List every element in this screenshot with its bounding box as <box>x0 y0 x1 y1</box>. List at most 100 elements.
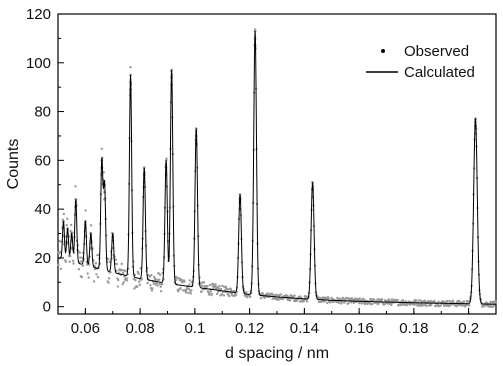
observed-point <box>446 299 449 303</box>
calculated-series-line <box>57 31 496 305</box>
observed-point <box>468 304 471 307</box>
observed-point <box>279 293 283 296</box>
observed-point <box>170 68 174 72</box>
y-axis-title: Counts <box>5 139 22 190</box>
observed-point <box>95 273 98 276</box>
observed-point <box>200 290 203 294</box>
observed-point <box>274 293 277 296</box>
observed-point <box>387 298 391 301</box>
observed-point <box>224 285 228 288</box>
y-tick-label: 40 <box>34 201 51 218</box>
observed-point <box>137 272 140 275</box>
observed-point <box>337 301 341 305</box>
observed-point <box>327 297 330 300</box>
observed-point <box>325 301 329 305</box>
observed-point <box>84 209 87 212</box>
observed-point <box>152 282 156 286</box>
observed-point <box>181 289 185 292</box>
observed-point <box>89 224 93 227</box>
y-tick-label: 80 <box>34 104 51 121</box>
observed-point <box>64 260 67 263</box>
observed-point <box>100 147 104 150</box>
y-tick-label: 120 <box>26 6 51 23</box>
observed-point <box>59 267 63 271</box>
observed-point <box>217 287 220 290</box>
x-tick-label: 0.06 <box>71 320 100 337</box>
observed-point <box>206 284 209 288</box>
observed-point <box>149 284 152 287</box>
observed-point <box>159 290 163 293</box>
observed-point <box>68 260 71 263</box>
observed-point <box>366 302 369 306</box>
observed-point <box>210 292 213 296</box>
observed-point <box>129 66 132 69</box>
observed-point <box>78 251 82 254</box>
observed-point <box>354 297 357 300</box>
y-tick-label: 60 <box>34 152 51 169</box>
observed-point <box>122 271 125 275</box>
x-tick-label: 0.14 <box>290 320 319 337</box>
observed-point <box>124 269 127 273</box>
legend: Observed Calculated <box>366 43 475 81</box>
observed-point <box>465 303 468 307</box>
x-tick-label: 0.18 <box>399 320 428 337</box>
observed-point <box>158 282 161 286</box>
observed-point <box>77 267 81 271</box>
observed-point <box>150 273 153 277</box>
observed-point <box>229 287 232 291</box>
observed-point <box>209 290 213 293</box>
observed-point <box>493 304 496 307</box>
observed-point <box>494 300 498 303</box>
observed-point <box>58 239 61 243</box>
observed-point <box>154 278 157 281</box>
observed-point <box>208 291 211 295</box>
observed-point <box>425 304 429 307</box>
observed-point <box>417 299 420 302</box>
observed-point <box>187 287 191 291</box>
observed-point <box>214 283 217 286</box>
y-axis-ticks: 0 20 40 60 80 100 120 <box>26 6 64 316</box>
observed-point <box>114 258 118 261</box>
observed-point <box>129 73 132 77</box>
observed-point <box>288 299 292 302</box>
observed-point <box>80 275 84 279</box>
observed-point <box>94 262 98 265</box>
y-tick-label: 0 <box>43 299 51 316</box>
observed-point <box>323 300 326 303</box>
observed-point <box>107 281 110 284</box>
observed-point <box>245 291 248 294</box>
observed-point <box>219 287 223 291</box>
observed-point <box>427 300 431 303</box>
observed-point <box>215 292 219 296</box>
observed-point <box>390 303 393 307</box>
x-tick-label: 0.1 <box>184 320 205 337</box>
observed-point <box>187 291 190 295</box>
observed-point <box>358 302 361 305</box>
x-tick-label: 0.2 <box>458 320 479 337</box>
observed-point <box>259 297 263 300</box>
observed-point <box>79 256 82 259</box>
observed-point <box>184 291 188 294</box>
observed-point <box>232 289 236 293</box>
legend-calculated-label: Calculated <box>404 64 475 81</box>
observed-point <box>413 303 416 306</box>
observed-point <box>305 300 309 303</box>
observed-point <box>190 289 193 292</box>
observed-point <box>360 302 363 305</box>
legend-observed-marker <box>381 49 385 53</box>
legend-observed-label: Observed <box>404 43 469 60</box>
x-tick-label: 0.08 <box>126 320 155 337</box>
observed-point <box>443 300 447 304</box>
observed-point <box>156 284 159 287</box>
observed-point <box>177 277 181 280</box>
observed-point <box>68 254 72 258</box>
observed-point <box>123 275 126 278</box>
observed-point <box>234 293 238 296</box>
observed-point <box>116 285 120 288</box>
observed-point <box>120 262 123 266</box>
x-axis-title: d spacing / nm <box>225 345 329 362</box>
observed-point <box>350 301 353 304</box>
observed-point <box>96 275 100 279</box>
observed-point <box>202 281 206 284</box>
